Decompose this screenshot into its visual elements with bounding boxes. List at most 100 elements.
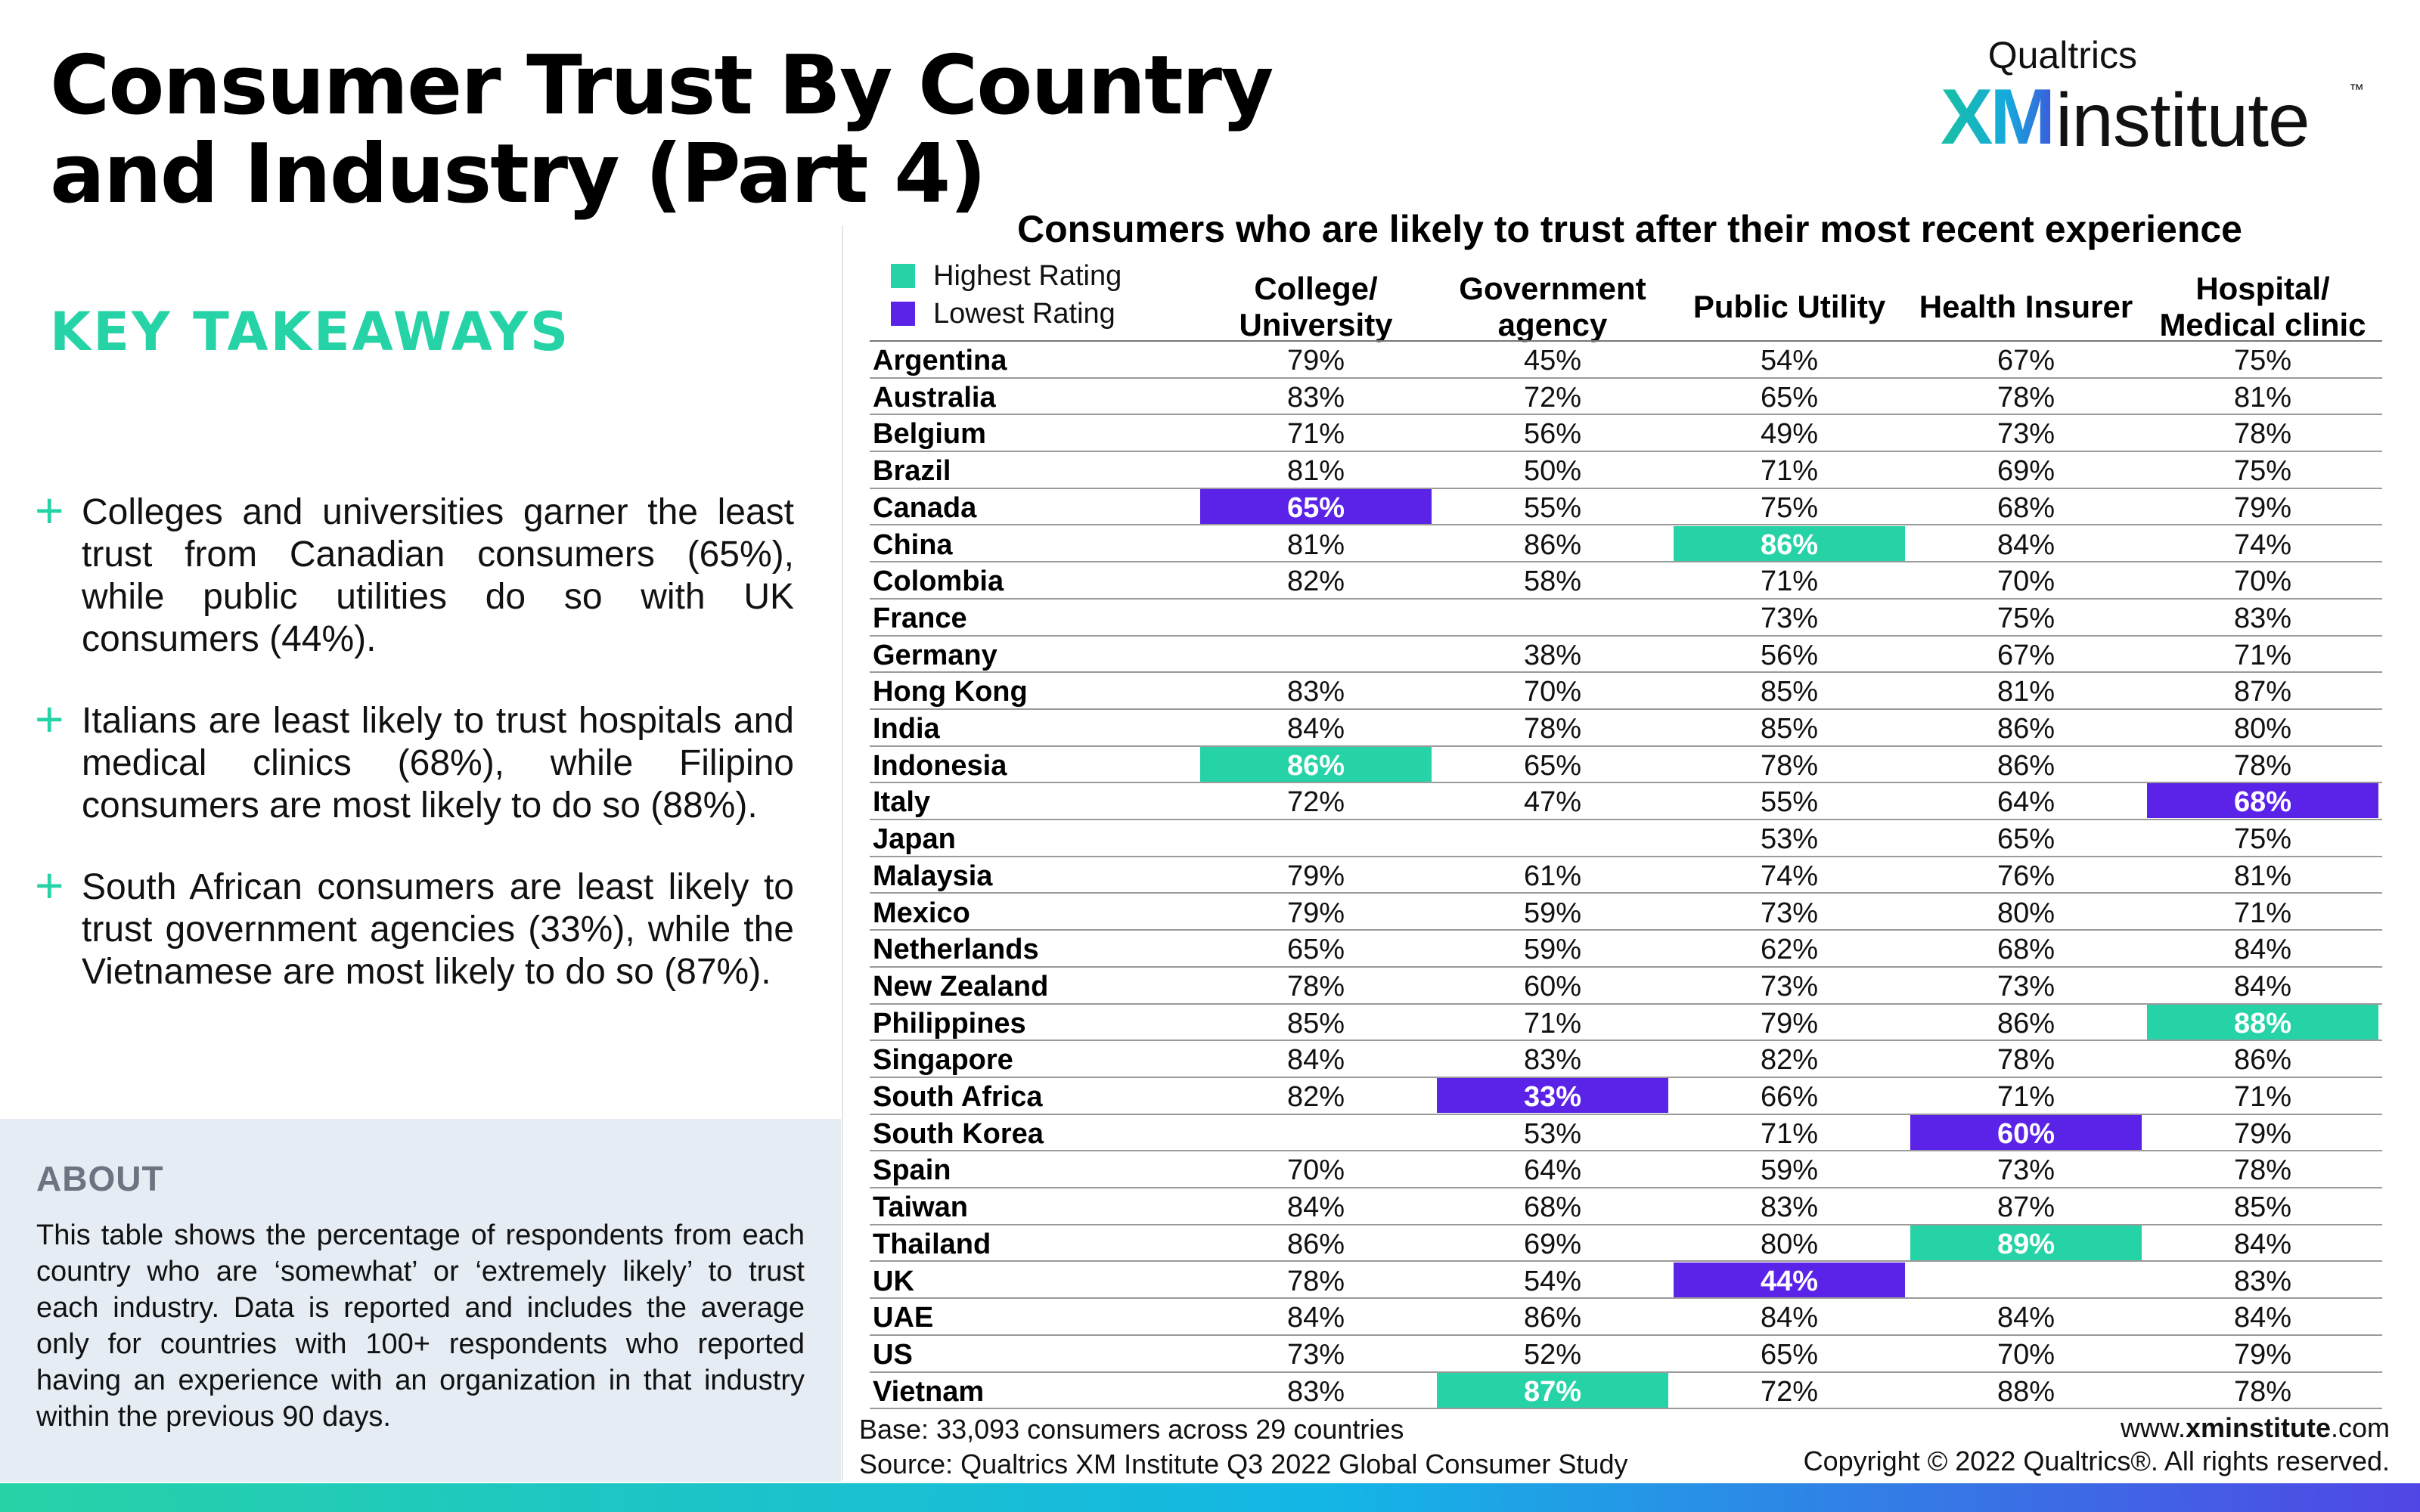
value-cell: 89%: [1910, 1225, 2142, 1260]
bottom-gradient-bar: [0, 1483, 2420, 1512]
value-cell: 87%: [1996, 1191, 2055, 1224]
highest-swatch: [891, 264, 915, 288]
value-cell: 84%: [1286, 1044, 1345, 1077]
value-cell: 85%: [1286, 1007, 1345, 1040]
table-row: Colombia 82% 58% 71% 70% 70%: [870, 562, 2382, 600]
value-cell: 83%: [1760, 1191, 1819, 1224]
takeaway-item: + South African consumers are least like…: [35, 860, 794, 993]
value-cell: 84%: [1286, 1302, 1345, 1334]
takeaways-list: + Colleges and universities garner the l…: [35, 485, 794, 1033]
table-row: Thailand 86% 69% 80% 89% 84%: [870, 1225, 2382, 1263]
value-cell: 88%: [2147, 1004, 2378, 1040]
value-cell: 84%: [2233, 970, 2292, 1002]
value-cell: 58%: [1523, 565, 1582, 598]
country-label: South Africa: [873, 1081, 1043, 1113]
value-cell: 84%: [1996, 1302, 2055, 1334]
country-label: Singapore: [873, 1044, 1013, 1077]
table-row: Spain 70% 64% 59% 73% 78%: [870, 1151, 2382, 1189]
value-cell: 79%: [2233, 1338, 2292, 1371]
value-cell: 70%: [1523, 676, 1582, 708]
table-row: India 84% 78% 85% 86% 80%: [870, 710, 2382, 747]
value-cell: 79%: [2233, 1117, 2292, 1150]
table-row: Canada 65% 55% 75% 68% 79%: [870, 488, 2382, 526]
value-cell: 65%: [1760, 381, 1819, 414]
page-title: Consumer Trust By Country and Industry (…: [50, 39, 1274, 222]
value-cell: 75%: [2233, 823, 2292, 856]
country-label: China: [873, 528, 953, 561]
takeaway-item: + Italians are least likely to trust hos…: [35, 694, 794, 827]
value-cell: 79%: [2233, 491, 2292, 524]
value-cell: 73%: [1760, 602, 1819, 634]
value-cell: 72%: [1760, 1375, 1819, 1408]
country-label: Spain: [873, 1154, 951, 1187]
column-header: Public Utility: [1692, 289, 1886, 324]
value-cell: 69%: [1523, 1228, 1582, 1260]
value-cell: 72%: [1286, 786, 1345, 819]
value-cell: 45%: [1523, 345, 1582, 376]
value-cell: 65%: [1200, 488, 1432, 524]
value-cell: 73%: [1760, 970, 1819, 1002]
value-cell: 73%: [1996, 1154, 2055, 1187]
brand-trademark: ™: [2349, 82, 2364, 98]
value-cell: 68%: [1996, 491, 2055, 524]
value-cell: 84%: [1996, 528, 2055, 561]
value-cell: 69%: [1996, 455, 2055, 488]
country-label: India: [873, 713, 940, 745]
value-cell: 71%: [1286, 418, 1345, 451]
value-cell: 86%: [1200, 746, 1432, 782]
country-label: Vietnam: [873, 1375, 985, 1408]
value-cell: 78%: [2233, 1375, 2292, 1408]
brand-institute: institute: [2055, 78, 2310, 163]
value-cell: 84%: [1286, 1191, 1345, 1224]
value-cell: 67%: [1996, 345, 2055, 376]
about-panel: ABOUT This table shows the percentage of…: [0, 1119, 841, 1482]
lowest-swatch: [891, 302, 915, 326]
value-cell: 71%: [1760, 1117, 1819, 1150]
value-cell: 86%: [1996, 749, 2055, 782]
website[interactable]: www.xminstitute.com: [2121, 1412, 2390, 1444]
copyright: Copyright © 2022 Qualtrics®. All rights …: [1803, 1445, 2390, 1476]
table-row: US 73% 52% 65% 70% 79%: [870, 1336, 2382, 1373]
value-cell: 65%: [1996, 823, 2055, 856]
value-cell: 52%: [1523, 1338, 1582, 1371]
table-row: Japan 53% 65% 75%: [870, 820, 2382, 857]
value-cell: 75%: [2233, 345, 2292, 376]
about-heading: ABOUT: [36, 1159, 164, 1198]
value-cell: 83%: [1286, 381, 1345, 414]
value-cell: 81%: [2233, 860, 2292, 892]
source-note: Source: Qualtrics XM Institute Q3 2022 G…: [859, 1448, 1628, 1479]
value-cell: 78%: [1286, 970, 1345, 1002]
country-label: France: [873, 602, 967, 634]
base-note: Base: 33,093 consumers across 29 countri…: [859, 1414, 1404, 1445]
value-cell: 73%: [1286, 1338, 1345, 1371]
value-cell: 55%: [1523, 491, 1582, 524]
value-cell: [1200, 820, 1432, 855]
value-cell: 82%: [1760, 1044, 1819, 1077]
value-cell: 82%: [1286, 565, 1345, 598]
value-cell: 33%: [1437, 1078, 1668, 1113]
value-cell: 65%: [1286, 934, 1345, 966]
table-row: Brazil 81% 50% 71% 69% 75%: [870, 452, 2382, 489]
table-row: Malaysia 79% 61% 74% 76% 81%: [870, 857, 2382, 894]
value-cell: 49%: [1760, 418, 1819, 451]
column-header: Government agency: [1459, 271, 1646, 342]
country-label: UAE: [873, 1302, 934, 1334]
value-cell: 62%: [1760, 934, 1819, 966]
value-cell: 85%: [2233, 1191, 2292, 1224]
column-header: Hospital/ Medical clinic: [2159, 271, 2366, 342]
value-cell: 82%: [1286, 1081, 1345, 1113]
table-row: France 73% 75% 83%: [870, 600, 2382, 637]
value-cell: [1437, 600, 1668, 634]
value-cell: 65%: [1523, 749, 1582, 782]
value-cell: 70%: [1286, 1154, 1345, 1187]
table-row: UAE 84% 86% 84% 84% 84%: [870, 1299, 2382, 1336]
value-cell: 66%: [1760, 1081, 1819, 1113]
value-cell: 81%: [1996, 676, 2055, 708]
brand-logo: Qualtrics XM institute ™: [1941, 33, 2364, 163]
value-cell: 85%: [1760, 713, 1819, 745]
value-cell: 71%: [1996, 1081, 2055, 1113]
value-cell: 81%: [2233, 381, 2292, 414]
value-cell: 44%: [1674, 1262, 1905, 1297]
value-cell: 84%: [2233, 934, 2292, 966]
country-label: Taiwan: [873, 1191, 968, 1224]
